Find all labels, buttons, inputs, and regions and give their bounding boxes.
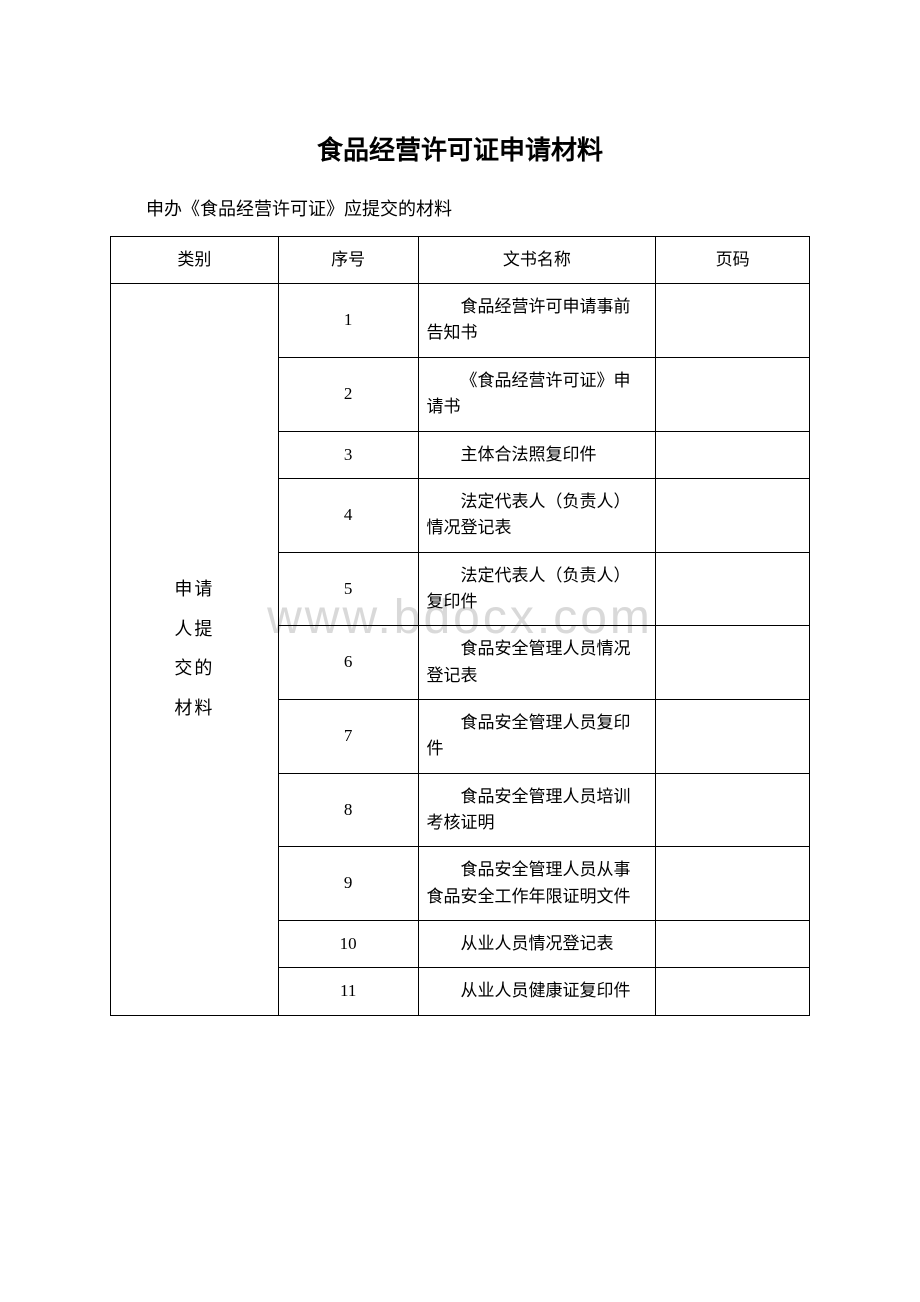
document-page: 食品经营许可证申请材料 申办《食品经营许可证》应提交的材料 类别 序号 文书名称… bbox=[0, 0, 920, 1076]
seq-cell: 8 bbox=[278, 773, 418, 847]
category-line: 材料 bbox=[174, 689, 214, 729]
materials-table: 类别 序号 文书名称 页码 申请 人提 交的 材料 1 食品经营许可申请事前告知… bbox=[110, 236, 810, 1016]
page-cell bbox=[656, 920, 810, 967]
header-seq: 序号 bbox=[278, 236, 418, 283]
seq-cell: 5 bbox=[278, 552, 418, 626]
category-line: 人提 bbox=[174, 610, 214, 650]
seq-cell: 4 bbox=[278, 478, 418, 552]
seq-cell: 9 bbox=[278, 847, 418, 921]
seq-cell: 1 bbox=[278, 284, 418, 358]
docname-cell: 法定代表人（负责人）情况登记表 bbox=[418, 478, 656, 552]
category-cell: 申请 人提 交的 材料 bbox=[111, 284, 279, 1016]
header-docname: 文书名称 bbox=[418, 236, 656, 283]
docname-cell: 食品安全管理人员复印件 bbox=[418, 699, 656, 773]
docname-cell: 主体合法照复印件 bbox=[418, 431, 656, 478]
page-title: 食品经营许可证申请材料 bbox=[110, 130, 810, 167]
category-line: 申请 bbox=[174, 570, 214, 610]
page-cell bbox=[656, 284, 810, 358]
page-cell bbox=[656, 773, 810, 847]
docname-cell: 食品安全管理人员培训考核证明 bbox=[418, 773, 656, 847]
header-page: 页码 bbox=[656, 236, 810, 283]
seq-cell: 6 bbox=[278, 626, 418, 700]
category-line: 交的 bbox=[174, 649, 214, 689]
header-category: 类别 bbox=[111, 236, 279, 283]
category-label: 申请 人提 交的 材料 bbox=[174, 570, 214, 728]
seq-cell: 11 bbox=[278, 968, 418, 1015]
docname-cell: 食品安全管理人员从事食品安全工作年限证明文件 bbox=[418, 847, 656, 921]
intro-text: 申办《食品经营许可证》应提交的材料 bbox=[110, 195, 810, 224]
seq-cell: 2 bbox=[278, 357, 418, 431]
table-header-row: 类别 序号 文书名称 页码 bbox=[111, 236, 810, 283]
seq-cell: 10 bbox=[278, 920, 418, 967]
docname-cell: 法定代表人（负责人）复印件 bbox=[418, 552, 656, 626]
docname-cell: 食品经营许可申请事前告知书 bbox=[418, 284, 656, 358]
page-cell bbox=[656, 552, 810, 626]
page-cell bbox=[656, 699, 810, 773]
docname-cell: 食品安全管理人员情况登记表 bbox=[418, 626, 656, 700]
docname-cell: 《食品经营许可证》申请书 bbox=[418, 357, 656, 431]
page-cell bbox=[656, 478, 810, 552]
page-cell bbox=[656, 847, 810, 921]
page-cell bbox=[656, 357, 810, 431]
page-cell bbox=[656, 626, 810, 700]
docname-cell: 从业人员健康证复印件 bbox=[418, 968, 656, 1015]
table-row: 申请 人提 交的 材料 1 食品经营许可申请事前告知书 bbox=[111, 284, 810, 358]
page-cell bbox=[656, 968, 810, 1015]
seq-cell: 3 bbox=[278, 431, 418, 478]
docname-cell: 从业人员情况登记表 bbox=[418, 920, 656, 967]
page-cell bbox=[656, 431, 810, 478]
seq-cell: 7 bbox=[278, 699, 418, 773]
